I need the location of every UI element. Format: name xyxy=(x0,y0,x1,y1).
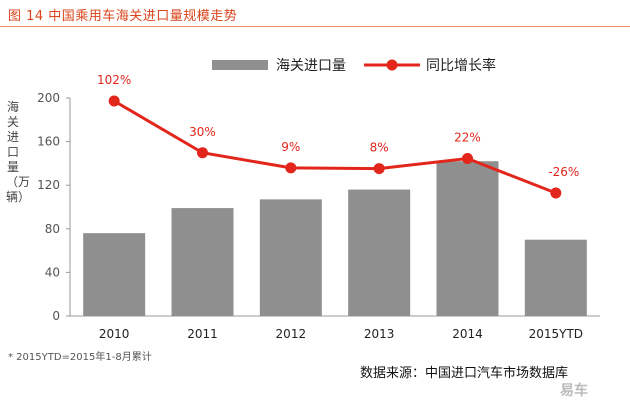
bar xyxy=(524,239,587,316)
watermark-logo: 易车 xyxy=(560,383,588,399)
growth-rate-point xyxy=(197,147,208,159)
footnote: * 2015YTD=2015年1-8月累计 xyxy=(8,352,152,363)
growth-rate-label: 22% xyxy=(454,131,481,145)
growth-rate-label: 102% xyxy=(97,73,131,87)
growth-rate-label: -26% xyxy=(548,165,579,179)
y-tick-label: 120 xyxy=(37,178,60,192)
growth-rate-line xyxy=(113,99,557,195)
growth-rate-label: 30% xyxy=(189,125,216,139)
bar xyxy=(436,161,499,316)
x-tick-label: 2012 xyxy=(276,327,307,341)
x-tick-label: 2011 xyxy=(187,327,218,341)
legend-bar-label: 海关进口量 xyxy=(276,58,346,74)
y-tick-label: 80 xyxy=(45,222,60,236)
growth-rate-point xyxy=(108,95,120,107)
x-tick-label: 2013 xyxy=(364,327,395,341)
chart-title: 图 14 中国乘用车海关进口量规模走势 xyxy=(8,9,238,24)
x-tick-label: 2014 xyxy=(452,327,483,341)
bar xyxy=(83,233,146,316)
growth-rate-point xyxy=(285,162,297,174)
legend-bar-swatch xyxy=(212,60,268,70)
growth-rate-point xyxy=(373,163,385,175)
legend-line-marker xyxy=(386,59,398,71)
data-source: 数据来源：中国进口汽车市场数据库 xyxy=(360,366,569,381)
x-tick-label: 2010 xyxy=(99,327,130,341)
title-divider xyxy=(0,26,630,27)
y-tick-label: 160 xyxy=(37,135,60,149)
legend-line-label: 同比增长率 xyxy=(426,57,496,74)
growth-rate-point xyxy=(550,187,562,199)
bar xyxy=(348,189,411,316)
growth-rate-point xyxy=(462,153,473,164)
y-tick-label: 0 xyxy=(52,309,60,323)
y-tick-label: 200 xyxy=(37,91,60,105)
bar xyxy=(171,208,234,316)
growth-rate-label: 9% xyxy=(281,140,300,154)
bar xyxy=(259,199,322,316)
growth-rate-label: 8% xyxy=(370,141,389,155)
y-tick-label: 40 xyxy=(45,265,60,279)
x-tick-label: 2015YTD xyxy=(529,327,583,341)
